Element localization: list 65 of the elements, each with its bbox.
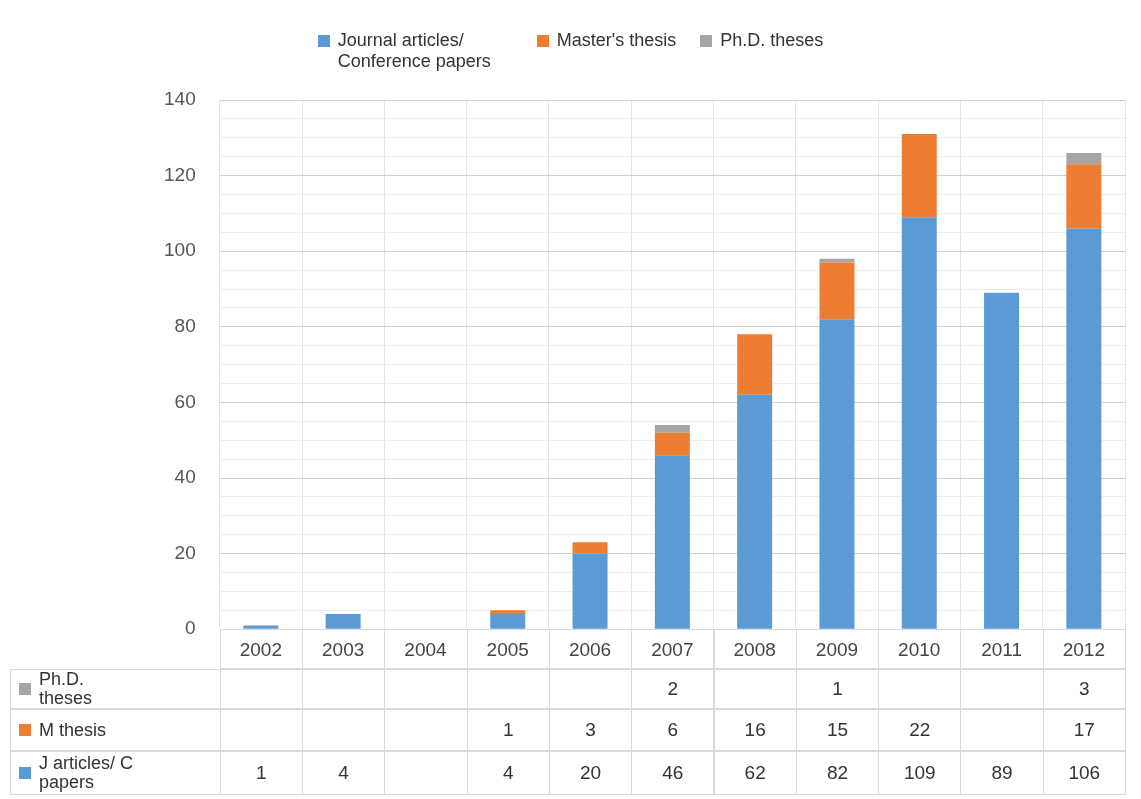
- bar: [654, 425, 690, 433]
- x-tick-label: 2007: [651, 638, 694, 660]
- data-label: 3: [1042, 669, 1126, 710]
- data-label: 46: [631, 751, 715, 796]
- data-label: 22: [878, 709, 962, 752]
- data-label: 62: [713, 751, 797, 796]
- legend-label: Journal articles/ Conference papers: [337, 30, 492, 72]
- bar: [1066, 228, 1102, 629]
- y-tick-label: 100: [164, 239, 196, 261]
- y-tick-label: 80: [174, 315, 196, 337]
- x-tick-label: 2002: [239, 638, 282, 660]
- bar: [819, 258, 855, 263]
- x-tick-label: 2010: [898, 638, 941, 660]
- data-label: 89: [960, 751, 1044, 796]
- text: J articles/ C papers: [39, 753, 134, 793]
- y-tick-label: 60: [174, 390, 196, 412]
- bar: [984, 292, 1020, 629]
- data-label: 106: [1042, 751, 1126, 796]
- legend-label: Ph.D. theses: [720, 30, 824, 51]
- bar: [654, 455, 690, 629]
- bar: [325, 614, 361, 629]
- data-label: 6: [631, 709, 715, 752]
- bar: [490, 614, 526, 629]
- x-tick-label: 2012: [1062, 638, 1105, 660]
- bar: [243, 625, 279, 629]
- data-label: 2: [631, 669, 715, 710]
- bar: [1066, 164, 1102, 229]
- data-label: 16: [713, 709, 797, 752]
- bar: [490, 610, 526, 615]
- y-tick-label: 20: [174, 541, 196, 563]
- x-tick-label: 2004: [404, 638, 448, 660]
- bar: [901, 217, 937, 629]
- y-tick-label: 0: [185, 617, 196, 639]
- legend-label: Master's thesis: [556, 30, 677, 51]
- x-tick-label: 2006: [568, 638, 612, 660]
- text: M thesis: [39, 719, 107, 740]
- data-label: 3: [548, 709, 633, 752]
- data-label: 1: [795, 669, 880, 710]
- y-tick-label: 40: [174, 466, 196, 488]
- data-label: 17: [1042, 709, 1126, 752]
- data-label: 20: [548, 751, 633, 796]
- data-label: 109: [878, 751, 962, 796]
- x-tick-label: 2005: [486, 638, 529, 660]
- bar: [819, 262, 855, 320]
- bar: [819, 319, 855, 629]
- x-tick-label: 2008: [733, 638, 776, 660]
- data-label: 1: [466, 709, 550, 752]
- text: Ph.D. theses: [39, 669, 94, 709]
- data-label: 15: [795, 709, 880, 752]
- bar: [572, 542, 608, 554]
- bar: [654, 432, 690, 456]
- y-tick-label: 120: [164, 163, 196, 185]
- bar: [901, 134, 937, 218]
- data-label: 4: [466, 751, 550, 796]
- x-tick-label: 2009: [815, 638, 859, 660]
- data-label: 82: [795, 751, 880, 796]
- bar: [572, 553, 608, 629]
- data-label: 4: [302, 751, 386, 796]
- data-label: 1: [219, 751, 303, 796]
- bar: [737, 394, 773, 629]
- x-tick-label: 2003: [322, 638, 365, 660]
- y-tick-label: 140: [164, 88, 196, 110]
- bar: [737, 334, 773, 395]
- x-tick-label: 2011: [981, 638, 1022, 660]
- bar: [1066, 152, 1102, 165]
